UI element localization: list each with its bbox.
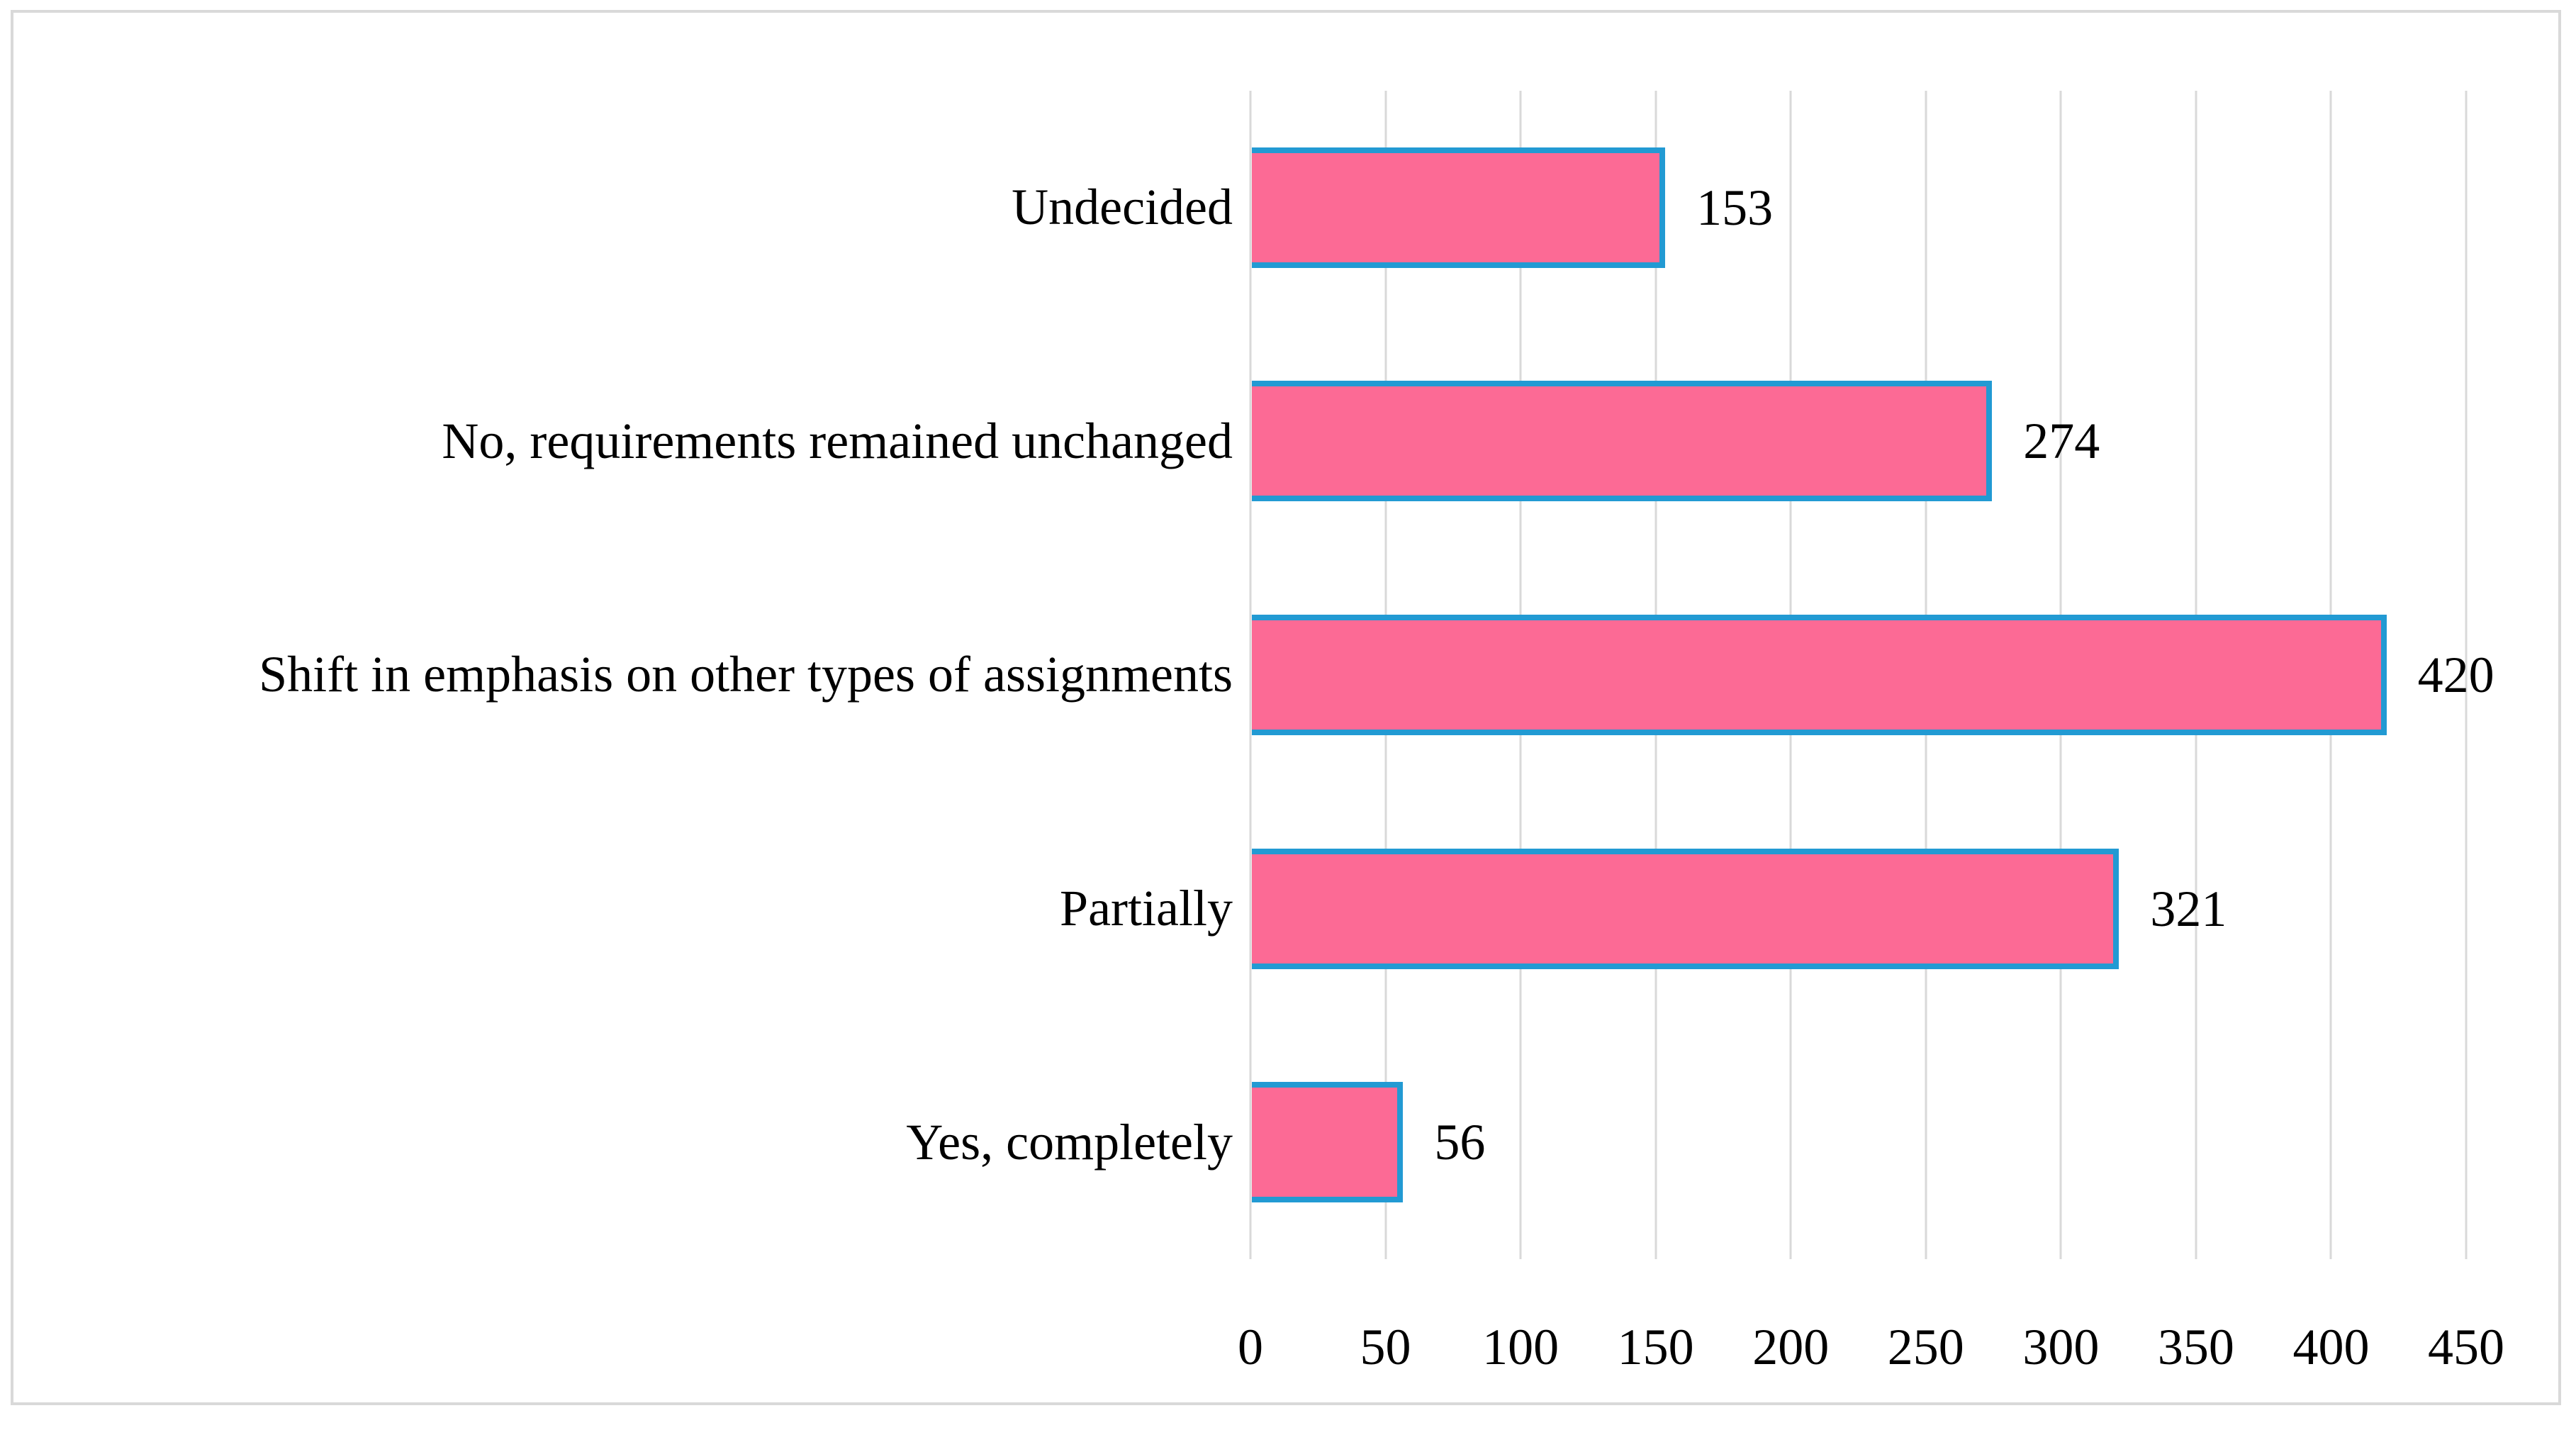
value-label: 420 (2417, 646, 2494, 703)
category-label: Partially (1060, 880, 1233, 937)
gridline (1249, 91, 1252, 1259)
x-tick-label: 200 (1752, 1319, 1830, 1375)
x-tick-label: 150 (1617, 1319, 1694, 1375)
category-label: Shift in emphasis on other types of assi… (259, 646, 1233, 703)
x-tick-label: 50 (1360, 1319, 1411, 1375)
x-tick-label: 400 (2292, 1319, 2370, 1375)
chart-figure: Undecided No, requirements remained uncha… (11, 10, 2561, 1405)
x-tick-label: 0 (1238, 1319, 1263, 1375)
x-tick-label: 250 (1887, 1319, 1964, 1375)
bar (1252, 614, 2387, 735)
bar-row: 153 (1250, 91, 2466, 325)
value-label: 56 (1434, 1114, 1486, 1171)
plot-area: 153 274 420 321 56 (1249, 91, 2494, 1259)
x-axis: 0 50 100 150 200 250 300 350 400 450 (1238, 1312, 2504, 1382)
category-axis: Undecided No, requirements remained uncha… (35, 91, 1233, 1259)
bar (1252, 381, 1993, 502)
bar (1252, 848, 2119, 969)
x-tick-label: 350 (2157, 1319, 2234, 1375)
bar (1252, 1082, 1404, 1203)
gridline (2465, 91, 2468, 1259)
value-label: 321 (2150, 880, 2227, 937)
value-label: 153 (1696, 179, 1774, 236)
category-label: Yes, completely (906, 1113, 1233, 1171)
bar (1252, 147, 1666, 268)
x-tick-label: 100 (1482, 1319, 1559, 1375)
bar-row: 56 (1250, 1025, 2466, 1259)
value-label: 274 (2023, 413, 2100, 470)
x-tick-label: 450 (2428, 1319, 2504, 1375)
bar-row: 274 (1250, 325, 2466, 559)
bar-row: 321 (1250, 792, 2466, 1026)
bar-row: 420 (1250, 558, 2494, 792)
x-tick-label: 300 (2022, 1319, 2100, 1375)
category-label: Undecided (1012, 179, 1233, 236)
category-label: No, requirements remained unchanged (442, 412, 1233, 469)
